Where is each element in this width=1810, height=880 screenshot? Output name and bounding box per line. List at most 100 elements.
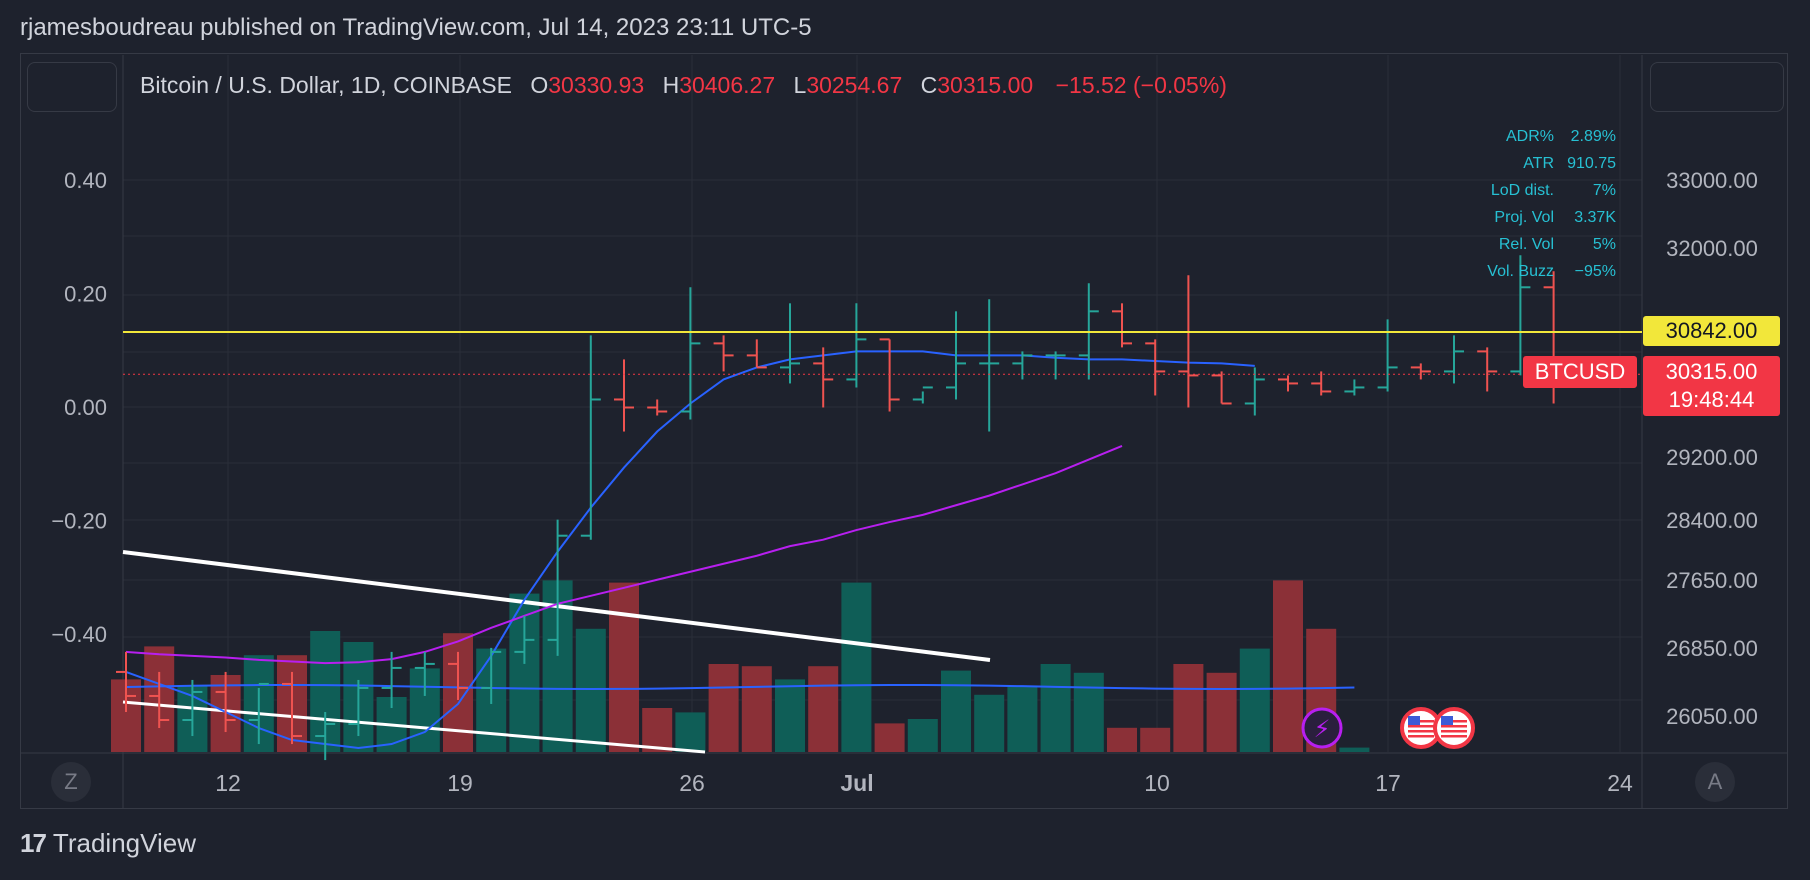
volume-bar (1239, 648, 1270, 752)
ohlc-bar (1410, 363, 1431, 380)
stats-row: LoD dist. 7% (1490, 181, 1616, 199)
ohlc-bar (1311, 371, 1332, 396)
ohlc-bar (315, 711, 336, 761)
volume-bar (1273, 580, 1303, 752)
us-flag-icon (1433, 707, 1475, 749)
ohlc-bar (879, 338, 900, 412)
open-label: O (530, 72, 549, 98)
ohlc-bar (282, 671, 302, 745)
ohlc-bar (647, 399, 668, 416)
volume-bar (1007, 686, 1038, 752)
right-axis-tick: 27650.00 (1666, 568, 1758, 593)
left-axis-tick: 0.00 (64, 395, 107, 420)
ohlc-bar (1444, 335, 1464, 384)
volume-bar (874, 723, 905, 752)
volume-bar (1040, 664, 1071, 752)
price-levels: ⚡ (123, 331, 1642, 749)
left-axis-tick: −0.40 (51, 622, 107, 647)
last-price-value: 30315.00 (1665, 359, 1758, 384)
stats-row: ADR% 2.89% (1505, 127, 1616, 145)
stats-row: Vol. Buzz −95% (1487, 262, 1616, 280)
ma-slow-line (125, 445, 1123, 665)
ohlc-bar (580, 335, 601, 540)
time-axis-tick: 19 (447, 770, 473, 796)
volume-bar (708, 664, 739, 752)
ohlc-bar (813, 347, 834, 408)
ohlc-bar (514, 615, 535, 664)
ohlc-bar (149, 671, 170, 729)
symbol-tag: BTCUSD (1523, 356, 1637, 388)
trendline (122, 550, 991, 662)
stats-row: Rel. Vol 5% (1498, 235, 1616, 253)
close-value: 30315.00 (937, 72, 1034, 98)
ohlc-bar (1145, 339, 1166, 396)
ohlc-bar (1112, 303, 1132, 348)
right-axis-tick: 26850.00 (1666, 636, 1758, 661)
ohlc-bar (381, 651, 402, 708)
ohlc-bar (481, 647, 502, 704)
left-scale-button[interactable] (27, 62, 117, 112)
time-axis-tick: 12 (215, 770, 241, 796)
auto-scale-button[interactable]: A (1695, 762, 1735, 802)
volume-bar (642, 708, 673, 752)
ohlc-bar (248, 682, 269, 745)
ohlc-bar (746, 339, 767, 369)
right-scale-button[interactable] (1650, 62, 1784, 112)
ohlc-bar (780, 303, 800, 384)
stats-table: ADR% 2.89% ATR 910.75 LoD dist. 7% Proj. Vo… (1460, 123, 1620, 285)
ohlc-bar (979, 299, 1000, 432)
ohlc-bar (414, 651, 435, 696)
high-value: 30406.27 (679, 72, 776, 98)
volume-bar (974, 694, 1005, 752)
volume-bar (1206, 672, 1237, 752)
left-axis-tick: 0.20 (64, 282, 107, 307)
change-value: −15.52 (−0.05%) (1055, 72, 1227, 98)
zoom-button[interactable]: Z (51, 762, 91, 802)
volume-bar (609, 582, 639, 752)
ohlc-bar (614, 359, 634, 432)
level-price-tag: 30842.00 (1643, 316, 1780, 346)
symbol-title: Bitcoin / U.S. Dollar, 1D, COINBASE (140, 72, 512, 98)
ohlc-bar (1510, 255, 1531, 376)
bar-countdown: 19:48:44 (1668, 387, 1755, 412)
volume-ma-line (125, 684, 1355, 691)
ohlc-bar (1178, 275, 1199, 408)
volume-bar (675, 712, 706, 752)
right-axis-tick: 32000.00 (1666, 236, 1758, 261)
ohlc-bar (1477, 347, 1498, 392)
time-axis-tick: 10 (1144, 770, 1170, 796)
volume-bar (1073, 672, 1104, 752)
stats-row: Proj. Vol 3.37K (1494, 208, 1616, 226)
volume-bar (1339, 747, 1370, 752)
low-label: L (793, 72, 807, 98)
ohlc-bar (912, 386, 933, 404)
volume-bar (907, 719, 938, 752)
time-axis-tick: Jul (840, 770, 873, 796)
open-value: 30330.93 (548, 72, 645, 98)
ohlc-bar (215, 671, 236, 733)
left-axis-tick: −0.20 (51, 509, 107, 534)
svg-text:⚡: ⚡ (1314, 715, 1331, 743)
ohlc-bar (1045, 351, 1066, 380)
right-axis-tick: 28400.00 (1666, 508, 1758, 533)
tradingview-brand: TradingView (52, 828, 196, 858)
ohlc-bar (116, 651, 136, 712)
stats-row: ATR 910.75 (1523, 154, 1616, 172)
time-axis-tick: 26 (679, 770, 705, 796)
axes: 33000.00 32000.00 29200.00 28400.00 27650.00… (51, 168, 1758, 796)
ohlc-bar (713, 335, 734, 372)
volume-bar (1107, 727, 1137, 752)
last-price-tag: 30315.00 19:48:44 (1643, 356, 1780, 416)
low-value: 30254.67 (806, 72, 903, 98)
tradingview-logo[interactable]: 17 TradingView (20, 828, 196, 859)
high-label: H (662, 72, 680, 98)
ohlc-bar (1211, 371, 1232, 405)
volume-bar (841, 582, 872, 752)
ohlc-bar (448, 651, 468, 700)
legend-ohlc: Bitcoin / U.S. Dollar, 1D, COINBASE O303… (140, 72, 1227, 99)
ohlc-bar (1344, 379, 1365, 396)
grid (20, 55, 1788, 808)
right-axis-tick: 26050.00 (1666, 704, 1758, 729)
ohlc-bar (1278, 375, 1298, 392)
